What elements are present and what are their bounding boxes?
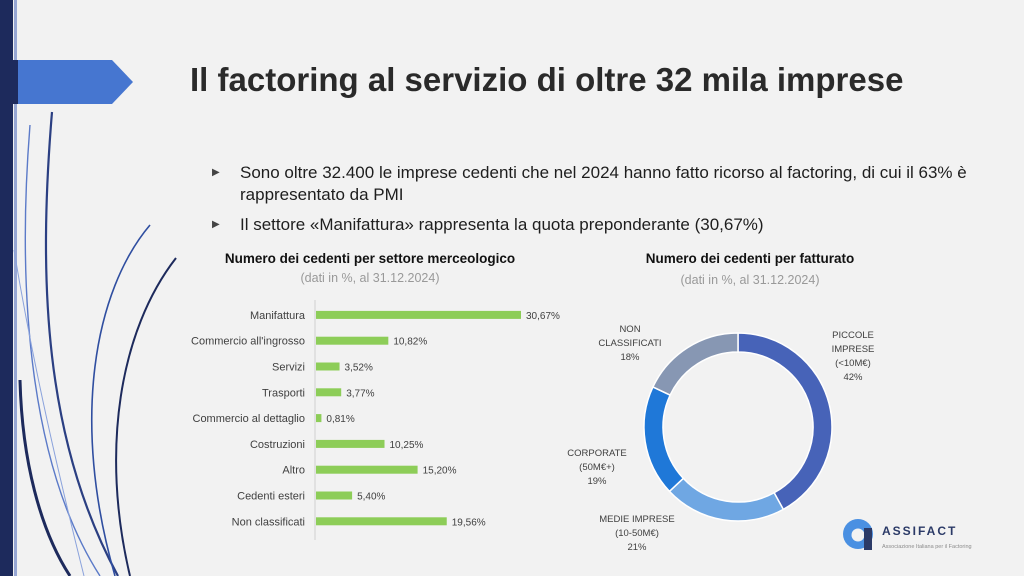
arrow-base: [0, 60, 18, 104]
bar-category-label: Servizi: [272, 362, 305, 374]
bar-category-label: Trasporti: [262, 387, 305, 399]
donut-slice-label: MEDIE IMPRESE (10-50M€) 21%: [599, 514, 675, 553]
ribbon-curve: [115, 257, 177, 576]
donut-slice-0: [737, 332, 833, 511]
bar-value-label: 5,40%: [357, 492, 385, 503]
bar-5: [316, 439, 385, 448]
bar-value-label: 0,81%: [326, 414, 354, 425]
bar-category-label: Cedenti esteri: [237, 491, 305, 503]
left-accent-bar: [0, 0, 13, 576]
decorative-ribbons: [0, 0, 177, 576]
bar-0: [316, 310, 521, 319]
bar-category-label: Commercio all'ingrosso: [191, 336, 305, 348]
left-accent-line: [14, 0, 17, 576]
bar-value-label: 10,25%: [390, 440, 424, 451]
bar-chart-title: Numero dei cedenti per settore merceolog…: [224, 251, 516, 266]
bar-value-label: 30,67%: [526, 311, 560, 322]
donut-slice-1: [668, 477, 785, 522]
ribbon-curve: [24, 124, 101, 576]
bullet-item: ▶ Il settore «Manifattura» rappresenta l…: [212, 214, 972, 236]
bullet-text: Il settore «Manifattura» rappresenta la …: [240, 215, 764, 234]
bullet-arrow-icon: ▶: [212, 219, 220, 230]
revenue-donut-chart: PICCOLE IMPRESE (<10M€) 42% MEDIE IMPRESE (10…: [567, 324, 875, 553]
bar-4: [316, 414, 322, 423]
donut-slice-2: [643, 385, 685, 493]
bar-value-label: 3,77%: [346, 388, 374, 399]
bar-chart-subtitle: (dati in %, al 31.12.2024): [300, 271, 440, 285]
donut-chart-subtitle: (dati in %, al 31.12.2024): [680, 273, 820, 287]
bar-category-label: Commercio al dettaglio: [193, 413, 306, 425]
assifact-logo: ASSIFACT Associazione Italiana per il Fa…: [838, 512, 1018, 558]
bar-8: [316, 517, 447, 526]
donut-slice-label: NON CLASSIFICATI 18%: [598, 324, 661, 363]
slide-title: Il factoring al servizio di oltre 32 mil…: [190, 61, 904, 98]
bar-value-label: 15,20%: [423, 466, 457, 477]
logo-tagline: Associazione Italiana per il Factoring: [882, 544, 972, 550]
bar-value-label: 10,82%: [393, 337, 427, 348]
bar-value-label: 3,52%: [345, 363, 373, 374]
bullet-item: ▶ Sono oltre 32.400 le imprese cedenti c…: [212, 162, 972, 206]
donut-slice-3: [651, 332, 739, 397]
ribbon-curve: [18, 379, 72, 576]
donut-slice-label: PICCOLE IMPRESE (<10M€) 42%: [832, 330, 875, 383]
bar-category-label: Manifattura: [250, 310, 306, 322]
sector-bar-chart: Manifattura 30,67% Commercio all'ingrosso 1…: [191, 300, 560, 540]
bar-2: [316, 362, 340, 371]
ribbon-curve: [90, 224, 151, 576]
bar-category-label: Altro: [282, 465, 305, 477]
bar-7: [316, 491, 353, 500]
bar-1: [316, 336, 389, 345]
assifact-logo-icon: [843, 519, 873, 550]
ribbon-curve: [44, 111, 119, 576]
donut-slice-label: CORPORATE (50M€+) 19%: [567, 448, 626, 487]
title-arrow-shape: [0, 60, 133, 104]
donut-chart-title: Numero dei cedenti per fatturato: [645, 251, 855, 266]
logo-name: ASSIFACT: [882, 524, 958, 538]
ribbon-curve: [13, 249, 85, 576]
bar-6: [316, 465, 418, 474]
bar-3: [316, 388, 342, 397]
bullet-text: Sono oltre 32.400 le imprese cedenti che…: [240, 163, 967, 204]
bullet-arrow-icon: ▶: [212, 167, 220, 178]
bar-category-label: Non classificati: [232, 516, 305, 528]
bullet-list: ▶ Sono oltre 32.400 le imprese cedenti c…: [212, 162, 972, 244]
bar-category-label: Costruzioni: [250, 439, 305, 451]
bar-value-label: 19,56%: [452, 517, 486, 528]
